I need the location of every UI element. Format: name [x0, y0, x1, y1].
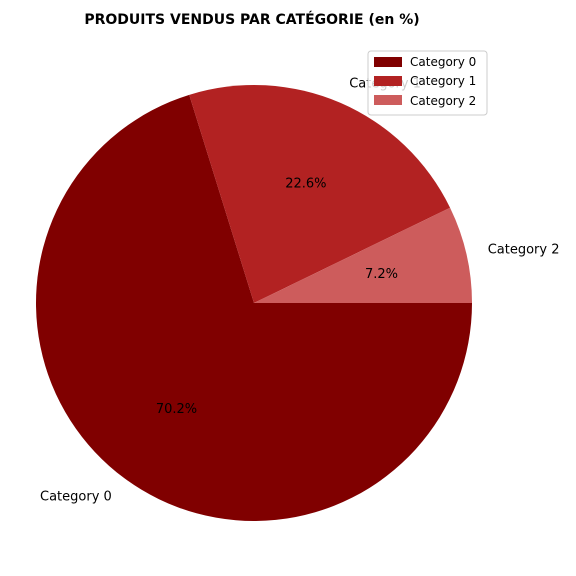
chart-title: PRODUITS VENDUS PAR CATÉGORIE (en %): [84, 11, 419, 28]
slice-label-category-2: Category 2: [488, 243, 560, 258]
slice-percent-category-2: 7.2%: [365, 267, 398, 282]
slice-percent-labels: 70.2% 22.6% 7.2%: [156, 177, 398, 417]
legend: Category 0 Category 1 Category 2: [367, 50, 488, 116]
legend-label-category-1: Category 1: [410, 74, 476, 88]
slice-percent-category-1: 22.6%: [285, 177, 326, 192]
slice-percent-category-0: 70.2%: [156, 402, 197, 417]
legend-swatch-category-0: [374, 57, 402, 67]
legend-label-category-0: Category 0: [410, 55, 476, 69]
legend-label-category-2: Category 2: [410, 94, 476, 108]
slice-label-category-0: Category 0: [40, 490, 112, 505]
pie-slice-category-1: [189, 84, 451, 304]
legend-swatch-category-2: [374, 95, 402, 105]
pie-slices: [35, 84, 473, 521]
legend-swatch-category-1: [374, 76, 402, 86]
pie-slice-category-0: [35, 94, 473, 521]
pie-slice-category-2: [254, 207, 472, 303]
